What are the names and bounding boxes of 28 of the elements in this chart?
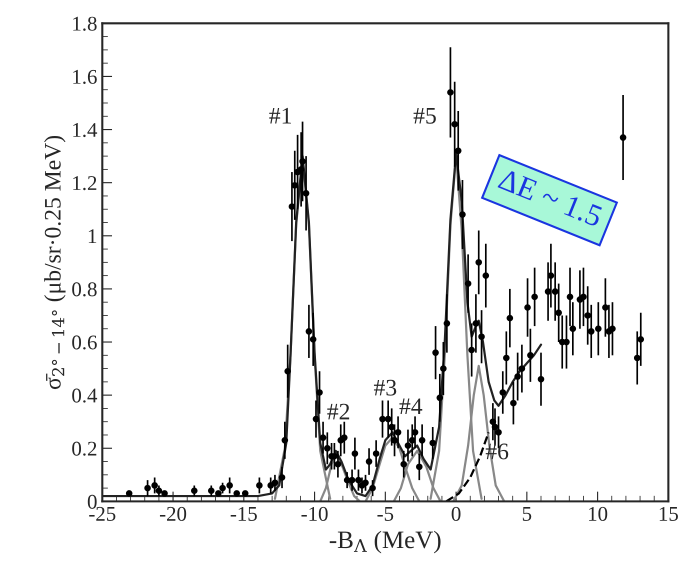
x-tick-label: 15 <box>660 506 678 521</box>
y-tick-label: 0 <box>88 494 97 509</box>
y-tick-label: 0.2 <box>72 442 96 456</box>
y-tick-label: 1 <box>88 229 96 244</box>
y-tick-label: 0.4 <box>72 388 98 403</box>
x-tick-label: 10 <box>589 506 608 521</box>
x-tick-label: 0 <box>452 506 460 521</box>
x-tick-label: -25 <box>89 506 116 521</box>
x-tick-label: -20 <box>160 506 186 521</box>
annotation: #5 <box>414 108 436 124</box>
y-tick-label: 0.6 <box>72 335 97 350</box>
annotation: #4 <box>399 398 422 414</box>
annotation: ΔE ~ 1.5 <box>497 168 604 228</box>
y-tick-label: 1.6 <box>73 70 97 84</box>
annotation: #3 <box>374 380 396 396</box>
y-tick-label: 1.4 <box>73 123 98 138</box>
x-tick-label: -10 <box>301 506 328 521</box>
x-tick-label: 5 <box>522 507 532 521</box>
x-axis-title: -B$_{Λ}$ (MeV) <box>330 530 441 554</box>
y-axis-title: σ̄$_{2°−14°}$ (μb/sr·0.25 MeV) <box>44 136 66 390</box>
annotation: #1 <box>269 108 291 124</box>
x-tick-label: -5 <box>377 507 394 521</box>
y-tick-label: 1.2 <box>73 176 96 190</box>
y-tick-label: 1.8 <box>73 16 97 31</box>
y-tick-label: 0.8 <box>72 282 97 296</box>
annotation: #6 <box>486 444 508 460</box>
annotation: #2 <box>327 404 350 420</box>
x-tick-label: -15 <box>230 506 257 521</box>
